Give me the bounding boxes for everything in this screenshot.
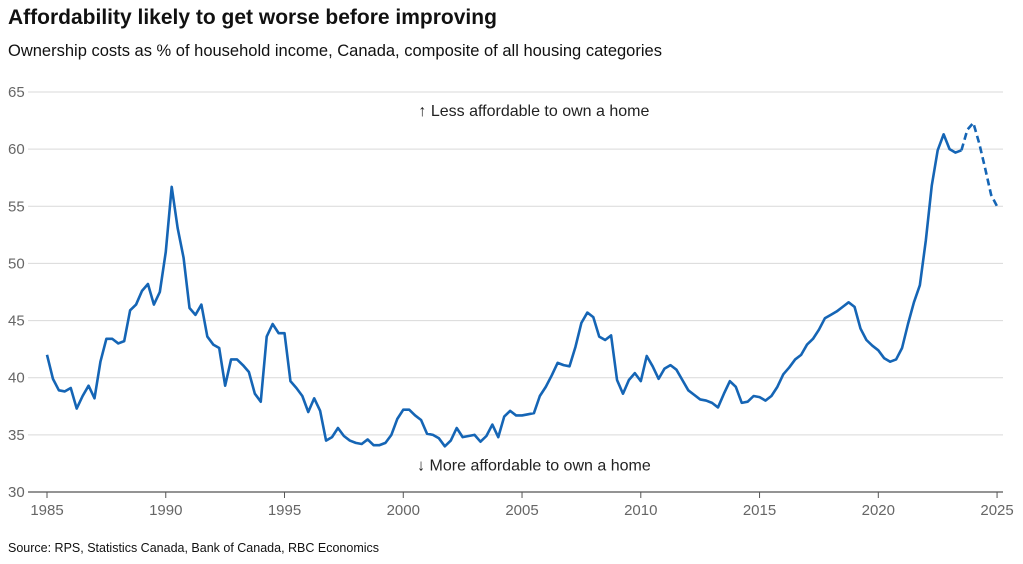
x-tick-label: 2020 xyxy=(862,502,895,519)
annotation-label: ↑ Less affordable to own a home xyxy=(418,103,649,120)
y-tick-label: 50 xyxy=(8,255,25,272)
y-tick-label: 35 xyxy=(8,427,25,444)
x-axis: 1985 1990 1995 2000 2005 2010 2015 2020 2025 xyxy=(28,491,1014,519)
x-tick-label: 2000 xyxy=(387,502,420,519)
source-note: Source: RPS, Statistics Canada, Bank of … xyxy=(8,541,380,555)
chart-subtitle: Ownership costs as % of household income… xyxy=(8,42,662,60)
y-tick-label: 40 xyxy=(8,370,25,387)
y-tick-label: 60 xyxy=(8,141,25,158)
x-tick-label: 2025 xyxy=(980,502,1013,519)
actual-series-line xyxy=(45,132,962,448)
y-tick-label: 45 xyxy=(8,313,25,330)
x-tick-label: 1990 xyxy=(149,502,182,519)
y-tick-label: 65 xyxy=(8,84,25,101)
y-axis: 30 35 40 45 50 55 60 65 xyxy=(8,84,25,501)
x-tick-label: 2010 xyxy=(624,502,657,519)
y-tick-label: 30 xyxy=(8,484,25,501)
forecast-series-line xyxy=(960,121,999,207)
annotations: ↑ Less affordable to own a home ↓ More af… xyxy=(417,103,651,474)
x-tick-label: 2005 xyxy=(505,502,538,519)
series-lines xyxy=(45,121,999,448)
x-tick-label: 1995 xyxy=(268,502,301,519)
x-tick-label: 1985 xyxy=(30,502,63,519)
chart-title: Affordability likely to get worse before… xyxy=(8,6,497,29)
x-tick-label: 2015 xyxy=(743,502,776,519)
gridlines xyxy=(28,91,1003,436)
annotation-label: ↓ More affordable to own a home xyxy=(417,457,651,474)
y-tick-label: 55 xyxy=(8,198,25,215)
